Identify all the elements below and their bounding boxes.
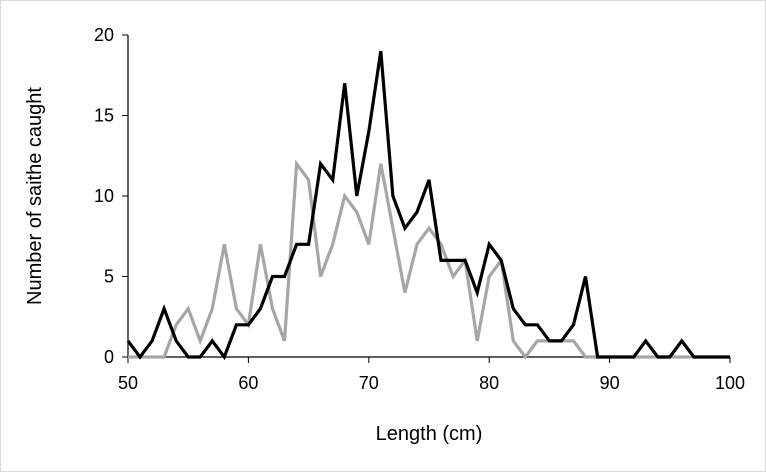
x-tick-label: 100 [715, 373, 745, 393]
y-tick-label: 5 [104, 267, 114, 287]
series-line-2 [128, 159, 730, 360]
axes [122, 34, 731, 363]
x-tick-label: 70 [359, 373, 379, 393]
x-axis-title: Length (cm) [376, 423, 483, 445]
y-axis-title: Number of saithe caught [24, 87, 46, 305]
tick-labels: 50 60 70 80 90 100 0 5 10 15 20 [94, 25, 745, 393]
y-tick-label: 10 [94, 186, 114, 206]
series-layer [126, 50, 730, 361]
series-line-1 [126, 50, 730, 361]
x-tick-label: 80 [479, 373, 499, 393]
y-tick-label: 0 [104, 347, 114, 367]
x-tick-label: 50 [118, 373, 138, 393]
y-tick-label: 15 [94, 106, 114, 126]
x-tick-label: 90 [600, 373, 620, 393]
x-tick-label: 60 [238, 373, 258, 393]
y-tick-label: 20 [94, 25, 114, 45]
